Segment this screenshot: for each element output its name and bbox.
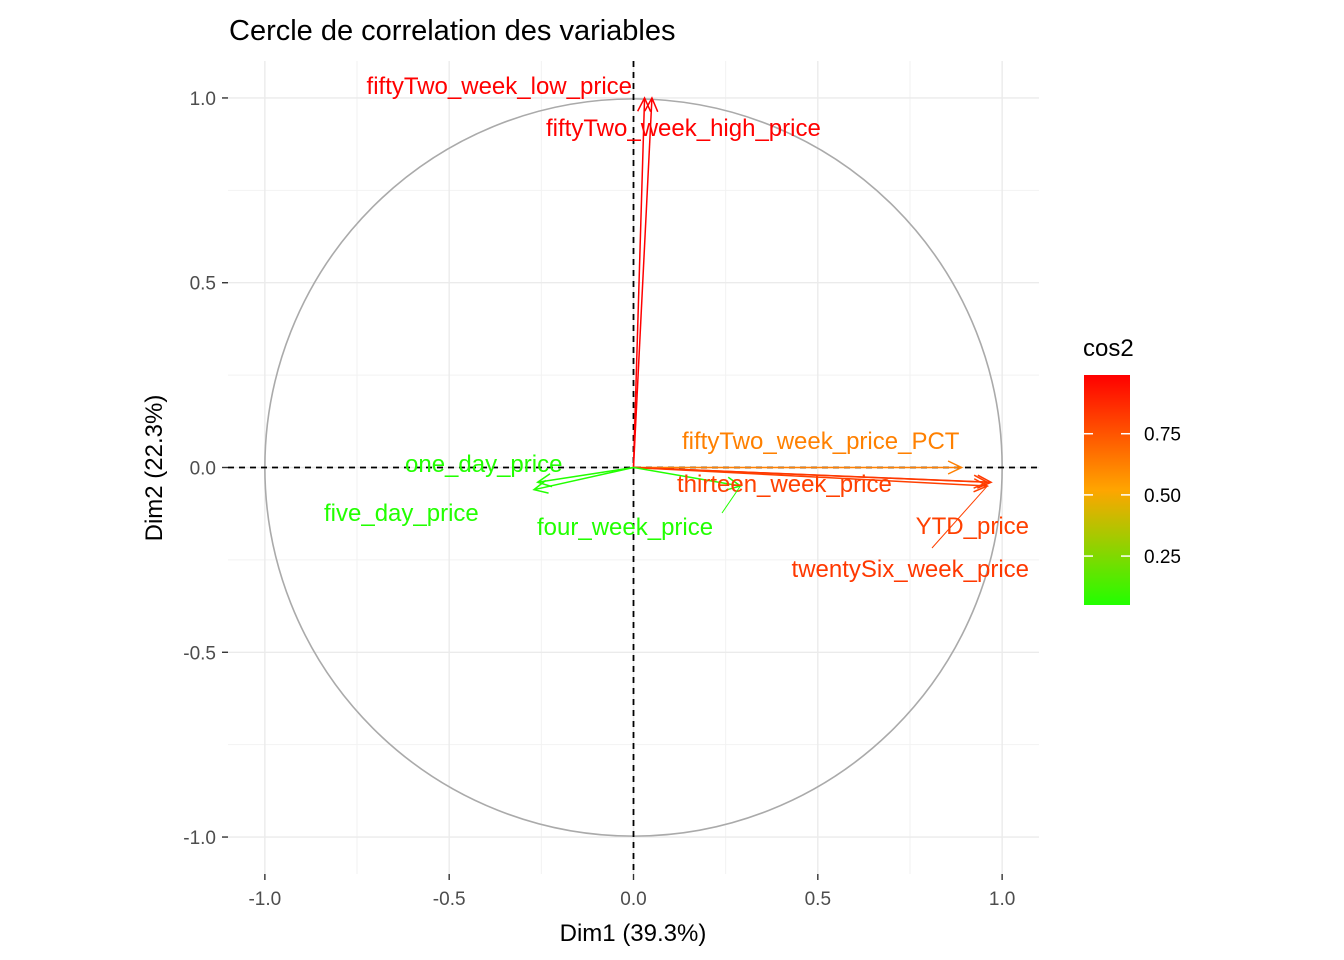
y-tick-label: -0.5 xyxy=(183,643,216,664)
arrow-shaft xyxy=(633,466,992,484)
legend-title: cos2 xyxy=(1083,335,1134,362)
plot-panel: fiftyTwo_week_low_price fiftyTwo_week_hig… xyxy=(228,61,1039,874)
arrow-head xyxy=(947,460,964,475)
arrow-shaft xyxy=(632,97,653,468)
y-tick-label: -1.0 xyxy=(183,828,216,849)
variable-arrow xyxy=(633,466,993,489)
x-axis-title: Dim1 (39.3%) xyxy=(560,920,707,947)
variable-label: four_week_price xyxy=(537,514,713,541)
variable-arrow xyxy=(632,96,652,468)
variable-arrow xyxy=(632,96,659,468)
x-axis-ticks: -1.0 -0.5 0.0 0.5 1.0 xyxy=(248,874,1015,910)
variable-label: five_day_price xyxy=(324,500,479,527)
y-axis-ticks: 1.0 0.5 0.0 -0.5 -1.0 xyxy=(183,89,228,849)
variable-label: fiftyTwo_week_price_PCT xyxy=(682,428,960,455)
x-tick-label: -0.5 xyxy=(433,889,466,910)
variable-label: twentySix_week_price xyxy=(792,556,1029,583)
x-tick-label: 0.0 xyxy=(620,889,646,910)
arrow-shaft xyxy=(633,466,741,487)
legend-ticks: 0.75 0.50 0.25 xyxy=(1084,425,1181,568)
label-leader-line xyxy=(721,485,741,514)
chart-title: Cercle de correlation des variables xyxy=(229,15,676,47)
legend-tick-label: 0.25 xyxy=(1144,547,1181,568)
variable-label: one_day_price xyxy=(405,451,562,478)
y-axis-title: Dim2 (22.3%) xyxy=(141,395,168,542)
x-tick-label: -1.0 xyxy=(248,889,281,910)
variable-label: thirteen_week_price xyxy=(677,471,892,498)
arrow-head xyxy=(532,479,549,494)
variable-labels: fiftyTwo_week_low_price fiftyTwo_week_hig… xyxy=(324,73,1029,583)
variable-label: YTD_price xyxy=(916,513,1029,540)
label-leader-line xyxy=(931,485,988,549)
cos2-legend: cos2 0.75 0.50 0.25 xyxy=(1083,335,1181,605)
arrow-head xyxy=(535,473,553,488)
arrow-shaft xyxy=(537,466,634,484)
variable-arrow xyxy=(535,466,634,488)
legend-colorbar xyxy=(1084,375,1130,605)
arrow-head xyxy=(636,96,652,112)
variable-arrow xyxy=(633,460,964,475)
arrow-head xyxy=(977,474,993,489)
variable-arrow xyxy=(532,466,634,494)
variable-label: fiftyTwo_week_low_price xyxy=(367,73,632,100)
legend-tick-label: 0.50 xyxy=(1144,486,1181,507)
variable-label: fiftyTwo_week_high_price xyxy=(546,115,821,142)
arrow-head xyxy=(644,96,659,113)
x-tick-label: 0.5 xyxy=(805,889,831,910)
legend-tick-label: 0.75 xyxy=(1144,425,1181,446)
y-tick-label: 1.0 xyxy=(190,89,216,110)
arrow-shaft xyxy=(533,466,634,491)
arrow-shaft xyxy=(632,97,646,468)
y-tick-label: 0.0 xyxy=(190,459,216,480)
x-tick-label: 1.0 xyxy=(989,889,1015,910)
y-tick-label: 0.5 xyxy=(190,274,216,295)
